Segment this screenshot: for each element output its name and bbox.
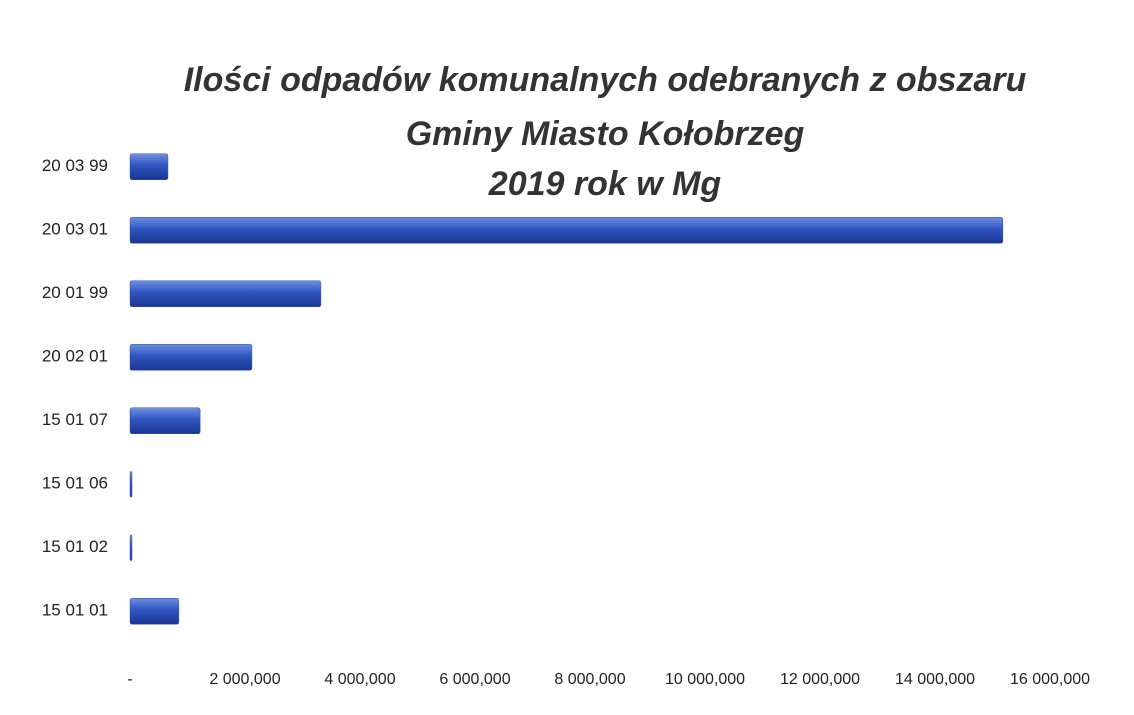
chart-title: Gminy Miasto Kołobrzeg (406, 115, 805, 153)
bar (129, 280, 322, 307)
x-tick-label: 10 000,000 (665, 671, 745, 688)
bar (129, 471, 133, 498)
x-tick-label: 2 000,000 (209, 671, 280, 688)
y-tick-label: 15 01 06 (42, 474, 108, 493)
y-tick-label: 15 01 02 (42, 537, 108, 556)
y-tick-label: 20 01 99 (42, 283, 108, 302)
bar (129, 407, 201, 434)
x-tick-label: 14 000,000 (895, 671, 975, 688)
bar (129, 153, 169, 180)
chart-title: 2019 rok w Mg (488, 165, 722, 203)
y-tick-label: 20 02 01 (42, 347, 108, 366)
x-tick-label: 16 000,000 (1010, 671, 1090, 688)
chart-title: Ilości odpadów komunalnych odebranych z … (184, 61, 1027, 99)
bar (129, 598, 180, 625)
y-tick-label: 20 03 99 (42, 156, 108, 175)
bar (129, 534, 133, 561)
y-tick-label: 20 03 01 (42, 220, 108, 239)
bar (129, 344, 253, 371)
y-tick-label: 15 01 07 (42, 410, 108, 429)
x-tick-label: - (127, 671, 132, 688)
x-tick-label: 6 000,000 (439, 671, 510, 688)
x-tick-label: 4 000,000 (324, 671, 395, 688)
x-tick-label: 12 000,000 (780, 671, 860, 688)
x-tick-label: 8 000,000 (554, 671, 625, 688)
y-tick-label: 15 01 01 (42, 601, 108, 620)
bar (129, 217, 1004, 244)
